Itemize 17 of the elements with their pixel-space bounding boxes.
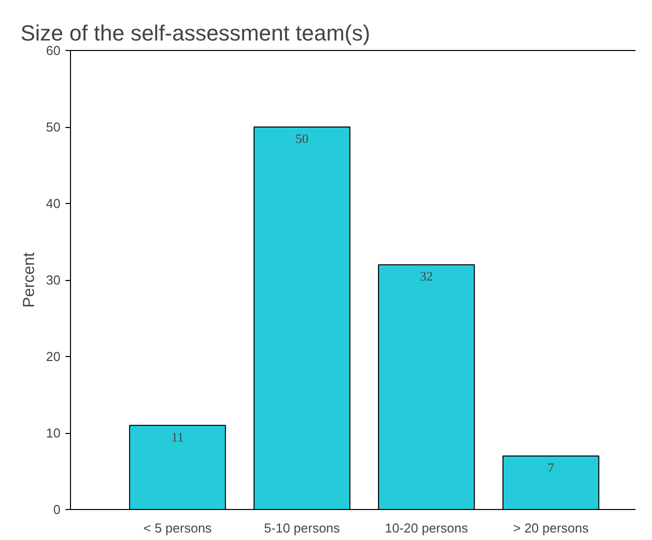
x-tick-label: 5-10 persons: [264, 520, 340, 536]
x-tick-label: < 5 persons: [143, 520, 212, 536]
y-tick-label: 0: [53, 502, 61, 517]
chart-title: Size of the self-assessment team(s): [20, 20, 370, 46]
y-tick-label: 60: [46, 43, 61, 58]
y-axis-title: Percent: [21, 252, 38, 308]
y-tick-label: 10: [46, 426, 61, 440]
y-tick-label: 30: [46, 272, 61, 288]
y-tick-label: 50: [46, 120, 61, 134]
data-label: 32: [420, 268, 433, 284]
y-tick-label: 20: [46, 349, 61, 364]
data-label: 50: [295, 131, 308, 146]
y-tick-label: 40: [46, 196, 61, 211]
x-tick-label: 10-20 persons: [384, 520, 468, 536]
data-label: 7: [548, 460, 555, 475]
data-label: 11: [171, 429, 184, 444]
x-tick-label: > 20 persons: [513, 520, 590, 536]
